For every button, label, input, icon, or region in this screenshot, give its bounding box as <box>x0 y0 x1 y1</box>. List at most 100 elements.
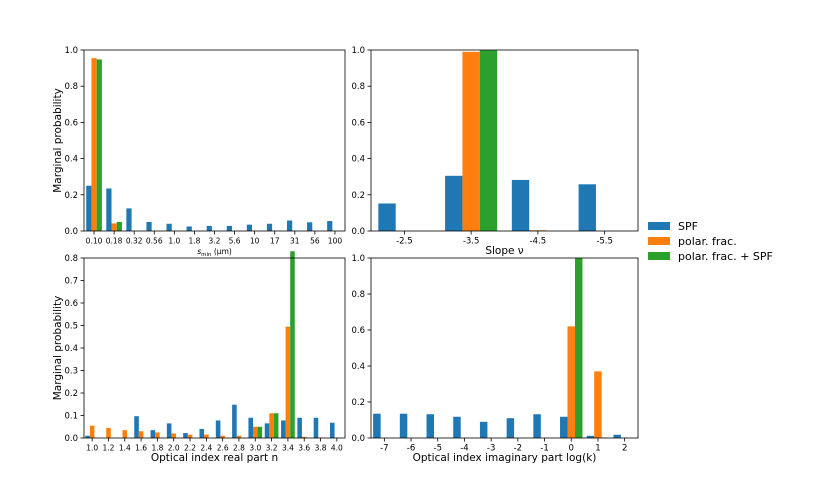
bar-spf-56 <box>307 222 313 231</box>
x-tick-label: 5.6 <box>229 237 241 246</box>
x-tick-label: 1.0 <box>168 237 180 246</box>
y-tick-label: 0.2 <box>64 191 78 201</box>
bar-polar-frac-spf-3.2 <box>273 413 279 438</box>
bar-spf--3.5 <box>445 175 463 231</box>
bar-spf--2.5 <box>378 203 396 231</box>
x-tick-label: 1.8 <box>188 237 200 246</box>
x-tick-label: -3 <box>487 444 495 454</box>
y-tick-label: 0.0 <box>351 227 365 237</box>
chart-panel-2: 0.0 0.2 0.4 0.6 0.8 1.0 -2.5 -3.5 -4.5 -5.5 Slope … <box>351 46 639 257</box>
y-axis-label: Marginal probability <box>52 88 64 193</box>
bar-polar-frac--0 <box>567 326 575 438</box>
x-tick-label: 1 <box>595 444 600 454</box>
bar-polar-frac--2.8 <box>236 435 242 438</box>
y-tick-label: 0.6 <box>64 299 78 309</box>
legend-swatch <box>648 222 670 230</box>
bar-spf--7 <box>373 413 381 438</box>
x-tick-label: -4 <box>460 444 468 454</box>
x-tick-label: 3.0 <box>249 444 261 453</box>
y-tick-label: 1.0 <box>351 46 365 56</box>
y-tick-label: 0.2 <box>351 191 365 201</box>
y-tick-label: 0.2 <box>64 389 78 399</box>
x-tick-label: 2.2 <box>184 444 196 453</box>
bar-polar-frac--1.4 <box>122 430 128 439</box>
bar-spf-0.56 <box>146 221 152 231</box>
x-tick-label: 2.4 <box>200 444 212 453</box>
bar-polar-frac--2.6 <box>220 435 225 438</box>
x-tick-label: 31 <box>290 237 300 246</box>
bar-spf-2.2 <box>183 433 188 438</box>
x-tick-label: -6 <box>407 444 415 454</box>
y-tick-label: 0.8 <box>64 254 78 264</box>
bar-spf--6 <box>399 413 408 438</box>
x-tick-label: -4.5 <box>530 237 547 247</box>
y-tick-label: 0.8 <box>351 290 365 300</box>
x-tick-label: 2 <box>622 444 627 454</box>
legend: SPF polar. frac. polar. frac. + SPF <box>648 220 773 263</box>
x-tick-label: 3.2 <box>209 237 221 246</box>
bar-polar-frac--0.10 <box>91 58 97 232</box>
x-axis-label: Slope ν <box>485 245 523 257</box>
x-tick-label: -5 <box>434 444 442 454</box>
x-tick-label: -3.5 <box>463 237 480 247</box>
bar-spf-1.8 <box>186 226 192 231</box>
x-tick-label: 1.4 <box>119 444 131 453</box>
bar-polar-frac-spf-0.18 <box>116 221 122 231</box>
axes-frame <box>83 257 346 439</box>
bar-spf-2.4 <box>199 429 205 438</box>
y-tick-label: 0.6 <box>351 326 365 336</box>
legend-label: polar. frac. + SPF <box>678 250 773 263</box>
bar-polar-frac--0.18 <box>111 223 117 231</box>
bar-polar-frac-spf-0.10 <box>96 59 102 231</box>
bar-spf-4.0 <box>329 422 335 438</box>
bar-spf-5.6 <box>226 225 232 231</box>
bar-spf-1.0 <box>85 435 90 438</box>
bar-spf-3.0 <box>248 417 253 438</box>
bar-spf-3.4 <box>281 420 286 438</box>
bar-spf-2.8 <box>232 404 237 438</box>
x-tick-label: 3.4 <box>282 444 294 453</box>
chart-panel-1: 0.0 0.2 0.4 0.6 0.8 1.0 0.10 0.18 0.32 0.56 1.0 1.8… <box>52 46 346 258</box>
bar-spf--4 <box>453 416 461 438</box>
y-tick-label: 1.0 <box>351 254 365 264</box>
x-tick-label: 17 <box>270 237 280 246</box>
bar-polar-frac---3.5 <box>462 51 480 232</box>
bar-polar-frac--2.0 <box>171 433 177 438</box>
bar-polar-frac-spf-0 <box>574 258 583 438</box>
x-tick-label: 2.8 <box>233 444 245 453</box>
y-axis-label: Marginal probability <box>52 296 64 401</box>
x-tick-label: 100 <box>328 237 343 246</box>
bar-spf--1 <box>533 414 541 438</box>
x-tick-label: 3.6 <box>298 444 310 453</box>
axes-frame <box>370 49 639 232</box>
bar-spf-0 <box>560 416 568 438</box>
x-tick-label: 56 <box>310 237 320 246</box>
y-tick-label: 0.4 <box>64 155 78 165</box>
bar-polar-frac-spf--3.5 <box>479 50 498 231</box>
legend-swatch <box>648 237 670 245</box>
y-tick-label: 0.6 <box>64 118 78 128</box>
x-tick-label: -1 <box>540 444 548 454</box>
chart-panel-4: 0.0 0.2 0.4 0.6 0.8 1.0 -7 -6 -5 -4 -3 -2 -1 0 1 2 Optic… <box>351 254 639 464</box>
y-tick-label: 0.4 <box>64 344 78 354</box>
x-tick-label: 1.2 <box>103 444 115 453</box>
bar-spf-0.32 <box>126 208 132 232</box>
bar-spf--2 <box>506 418 515 438</box>
y-tick-label: 0.2 <box>351 398 365 408</box>
bar-spf-3.8 <box>313 417 319 438</box>
bar-polar-frac--3.0 <box>253 426 258 438</box>
bar-spf-31 <box>286 220 293 231</box>
bar-polar-frac--1.2 <box>106 427 111 439</box>
bar-spf-17 <box>266 223 273 231</box>
bar-polar-frac--3.2 <box>269 413 274 438</box>
x-tick-label: 0.18 <box>106 237 123 246</box>
axes-frame <box>370 257 639 439</box>
bar-spf-3.6 <box>297 417 302 438</box>
x-tick-label: -2.5 <box>396 237 413 247</box>
bar-spf-10 <box>246 224 253 231</box>
bar-polar-frac--1 <box>594 371 602 438</box>
y-tick-label: 0.0 <box>64 227 78 237</box>
x-tick-label: -2 <box>514 444 522 454</box>
bar-polar-frac--2.2 <box>187 434 193 439</box>
x-tick-label: 10 <box>250 237 260 246</box>
